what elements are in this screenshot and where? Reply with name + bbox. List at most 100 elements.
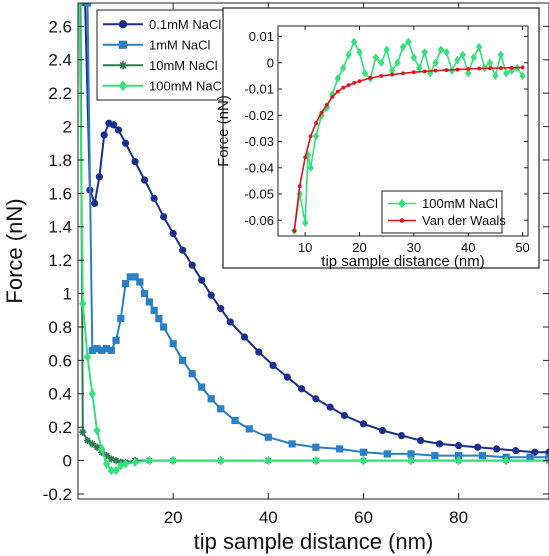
y-tick-label: 0.6 — [48, 351, 72, 370]
data-point — [121, 459, 130, 469]
data-point — [169, 455, 177, 466]
legend-entry: 100mM NaCl — [422, 196, 498, 211]
data-point — [245, 425, 253, 433]
data-point — [455, 455, 463, 466]
data-point — [388, 66, 396, 75]
data-point — [312, 132, 320, 141]
data-point — [95, 173, 104, 181]
data-point — [100, 131, 108, 139]
data-point — [107, 455, 115, 463]
data-point — [433, 68, 438, 73]
plot-frame — [277, 25, 529, 237]
y-tick-label: 0.8 — [48, 318, 72, 337]
data-point — [264, 455, 272, 466]
data-point — [255, 348, 263, 356]
data-point — [131, 273, 139, 281]
data-point — [312, 395, 320, 403]
data-point — [283, 373, 291, 381]
data-point — [383, 450, 391, 458]
data-point — [207, 395, 215, 403]
data-point — [150, 194, 158, 202]
data-point — [372, 53, 380, 62]
data-point — [98, 444, 106, 454]
data-point — [160, 213, 168, 221]
y-tick-label: -0.01 — [244, 82, 274, 97]
data-point — [520, 65, 525, 70]
data-point — [83, 352, 92, 362]
data-point — [359, 448, 368, 456]
data-point — [188, 370, 196, 378]
data-point — [378, 426, 387, 435]
data-point — [431, 451, 439, 460]
data-point — [312, 443, 320, 451]
data-point — [308, 134, 313, 139]
data-point — [79, 428, 87, 436]
data-point — [93, 345, 101, 353]
data-point — [93, 443, 101, 451]
data-point — [207, 291, 215, 299]
data-point — [307, 163, 314, 172]
y-tick-label: 1.2 — [48, 251, 72, 270]
data-point — [117, 315, 125, 323]
data-point — [437, 45, 445, 54]
legend-marker — [118, 80, 128, 92]
data-point — [432, 58, 439, 67]
data-point — [455, 67, 460, 72]
data-point — [383, 45, 390, 54]
data-point — [131, 158, 139, 166]
y-tick-label: -0.06 — [244, 213, 274, 228]
inset-chart: 10 20 30 40 50 -0.06 -0.05 -0.04 -0.03 -0.02 -0.01… — [215, 8, 539, 270]
data-point — [78, 3, 84, 8]
data-point — [407, 450, 415, 458]
data-point — [303, 155, 308, 160]
data-point — [88, 440, 96, 448]
data-point — [114, 126, 123, 134]
data-point — [121, 279, 130, 288]
x-tick-label: 20 — [164, 508, 183, 527]
data-point — [217, 455, 225, 466]
y-tick-label: 0.2 — [48, 418, 72, 437]
data-point — [312, 455, 320, 466]
data-point — [131, 457, 139, 467]
data-point — [231, 416, 239, 425]
data-point — [478, 451, 486, 460]
data-point — [488, 66, 492, 71]
data-point — [502, 455, 510, 466]
y-tick-label: -0.02 — [244, 108, 274, 123]
data-point — [466, 67, 471, 71]
data-point — [326, 403, 334, 411]
x-tick-label: 60 — [354, 508, 373, 527]
plot-frame — [77, 2, 549, 500]
y-tick-label: 0.01 — [249, 29, 274, 44]
data-point — [455, 441, 463, 450]
data-point — [503, 69, 510, 78]
data-point — [443, 48, 450, 57]
data-point — [508, 66, 515, 75]
data-point — [492, 71, 499, 81]
data-point — [394, 58, 401, 67]
data-point — [169, 229, 177, 238]
data-point — [226, 318, 234, 326]
data-point — [361, 69, 369, 78]
data-point — [179, 246, 187, 254]
data-point — [155, 315, 163, 323]
data-point — [102, 451, 111, 460]
data-point — [198, 383, 206, 391]
data-point — [314, 121, 318, 126]
data-point — [401, 71, 405, 76]
data-point — [475, 42, 483, 52]
legend-entry: 100mM NaCl — [149, 78, 225, 93]
data-point — [390, 72, 395, 77]
data-point — [498, 66, 503, 70]
data-point — [340, 411, 349, 420]
x-tick-label: 80 — [449, 508, 468, 527]
data-point — [102, 345, 111, 353]
data-point — [169, 340, 177, 348]
data-point — [264, 433, 272, 441]
y-tick-label: 0.4 — [48, 385, 72, 404]
y-tick-label: 2 — [63, 118, 72, 137]
series-line — [78, 3, 549, 472]
data-point — [350, 37, 358, 46]
data-point — [474, 443, 482, 451]
